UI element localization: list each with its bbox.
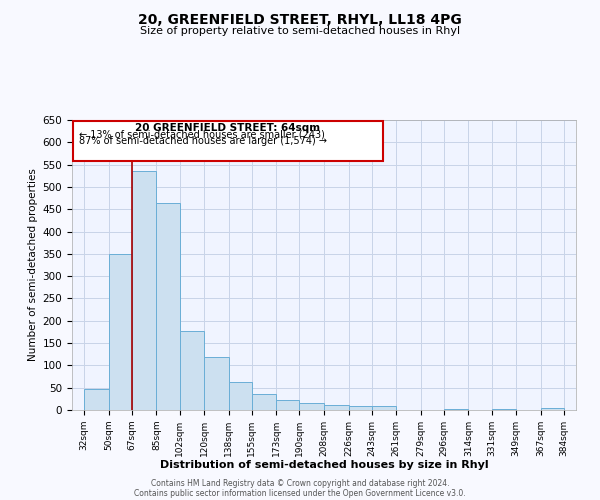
Bar [349, 406, 371, 410]
Bar [252, 394, 277, 410]
Bar [73, 121, 383, 162]
Bar [204, 358, 229, 410]
Bar [541, 408, 564, 410]
Text: ← 13% of semi-detached houses are smaller (243): ← 13% of semi-detached houses are smalle… [79, 130, 325, 140]
Text: Contains public sector information licensed under the Open Government Licence v3: Contains public sector information licen… [134, 488, 466, 498]
Bar [132, 172, 157, 410]
Bar [371, 406, 396, 410]
Bar [277, 400, 299, 410]
Bar [491, 408, 516, 410]
X-axis label: Distribution of semi-detached houses by size in Rhyl: Distribution of semi-detached houses by … [160, 460, 488, 470]
Bar [84, 389, 109, 410]
Bar [324, 404, 349, 410]
Bar [444, 408, 469, 410]
Text: Contains HM Land Registry data © Crown copyright and database right 2024.: Contains HM Land Registry data © Crown c… [151, 478, 449, 488]
Bar [299, 404, 324, 410]
Text: Size of property relative to semi-detached houses in Rhyl: Size of property relative to semi-detach… [140, 26, 460, 36]
Text: 20, GREENFIELD STREET, RHYL, LL18 4PG: 20, GREENFIELD STREET, RHYL, LL18 4PG [138, 12, 462, 26]
Text: 87% of semi-detached houses are larger (1,574) →: 87% of semi-detached houses are larger (… [79, 136, 327, 145]
Bar [229, 382, 252, 410]
Y-axis label: Number of semi-detached properties: Number of semi-detached properties [28, 168, 38, 362]
Bar [109, 254, 132, 410]
Bar [179, 330, 204, 410]
Text: 20 GREENFIELD STREET: 64sqm: 20 GREENFIELD STREET: 64sqm [136, 122, 320, 132]
Bar [157, 204, 179, 410]
